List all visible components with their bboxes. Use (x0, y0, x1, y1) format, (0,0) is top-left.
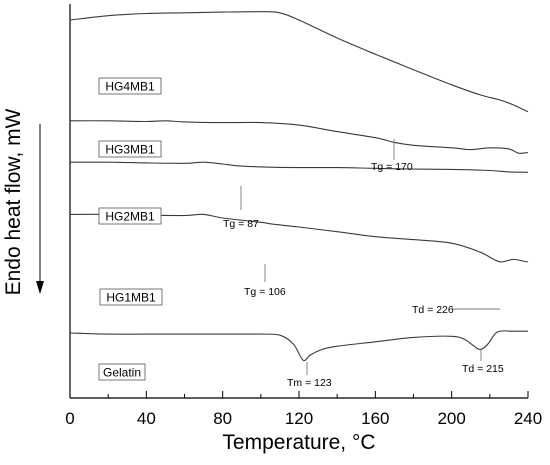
curve-labels: HG4MB1 HG3MB1 HG2MB1 HG1MB1 Gelatin (98, 77, 163, 381)
series-line-hg4mb1 (69, 11, 529, 113)
y-axis-title: Endo heat flow, mW (2, 108, 25, 295)
x-tick-label: 240 (514, 409, 542, 428)
annotation: Td = 215 (462, 350, 504, 375)
annotations: Tg = 170 Tg = 87 Tg = 106 Td = 226 Tm = 123 T… (223, 139, 504, 389)
series-label-hg1mb1: HG1MB1 (99, 288, 163, 306)
x-tick-label: 200 (437, 409, 465, 428)
annotation: Tg = 106 (244, 264, 286, 298)
x-tick-label: 0 (65, 409, 74, 428)
down-arrow-icon (36, 124, 44, 294)
svg-text:Gelatin: Gelatin (103, 366, 141, 380)
annotation: Tg = 87 (223, 186, 259, 230)
annotation: Td = 226 (412, 304, 500, 316)
curves (69, 11, 529, 362)
annotation-label: Tm = 123 (287, 377, 332, 389)
svg-text:HG1MB1: HG1MB1 (106, 291, 156, 305)
annotation: Tm = 123 (287, 362, 332, 389)
axes (69, 4, 528, 399)
series-line-hg3mb1 (69, 120, 529, 154)
series-label-hg4mb1: HG4MB1 (98, 77, 162, 95)
x-axis-title: Temperature, °C (222, 431, 375, 454)
annotation-label: Tg = 87 (223, 218, 259, 230)
series-line-hg2mb1 (69, 161, 529, 173)
x-tick-label: 160 (361, 409, 389, 428)
svg-text:HG4MB1: HG4MB1 (105, 80, 155, 94)
x-tick-label: 40 (137, 409, 156, 428)
series-label-hg3mb1: HG3MB1 (98, 140, 162, 158)
x-ticks: 0 40 80 120 160 200 240 (65, 391, 542, 428)
annotation: Tg = 170 (371, 139, 413, 173)
annotation-label: Tg = 106 (244, 286, 286, 298)
svg-text:HG3MB1: HG3MB1 (105, 143, 155, 157)
x-tick-label: 80 (213, 409, 232, 428)
series-label-gelatin: Gelatin (98, 363, 146, 381)
series-line-gelatin (69, 330, 529, 362)
x-tick-label: 120 (285, 409, 313, 428)
annotation-label: Td = 226 (412, 304, 454, 316)
annotation-label: Tg = 170 (371, 161, 413, 173)
series-label-hg2mb1: HG2MB1 (98, 207, 162, 225)
annotation-label: Td = 215 (462, 363, 504, 375)
svg-text:HG2MB1: HG2MB1 (105, 210, 155, 224)
series-line-hg1mb1 (69, 213, 529, 263)
